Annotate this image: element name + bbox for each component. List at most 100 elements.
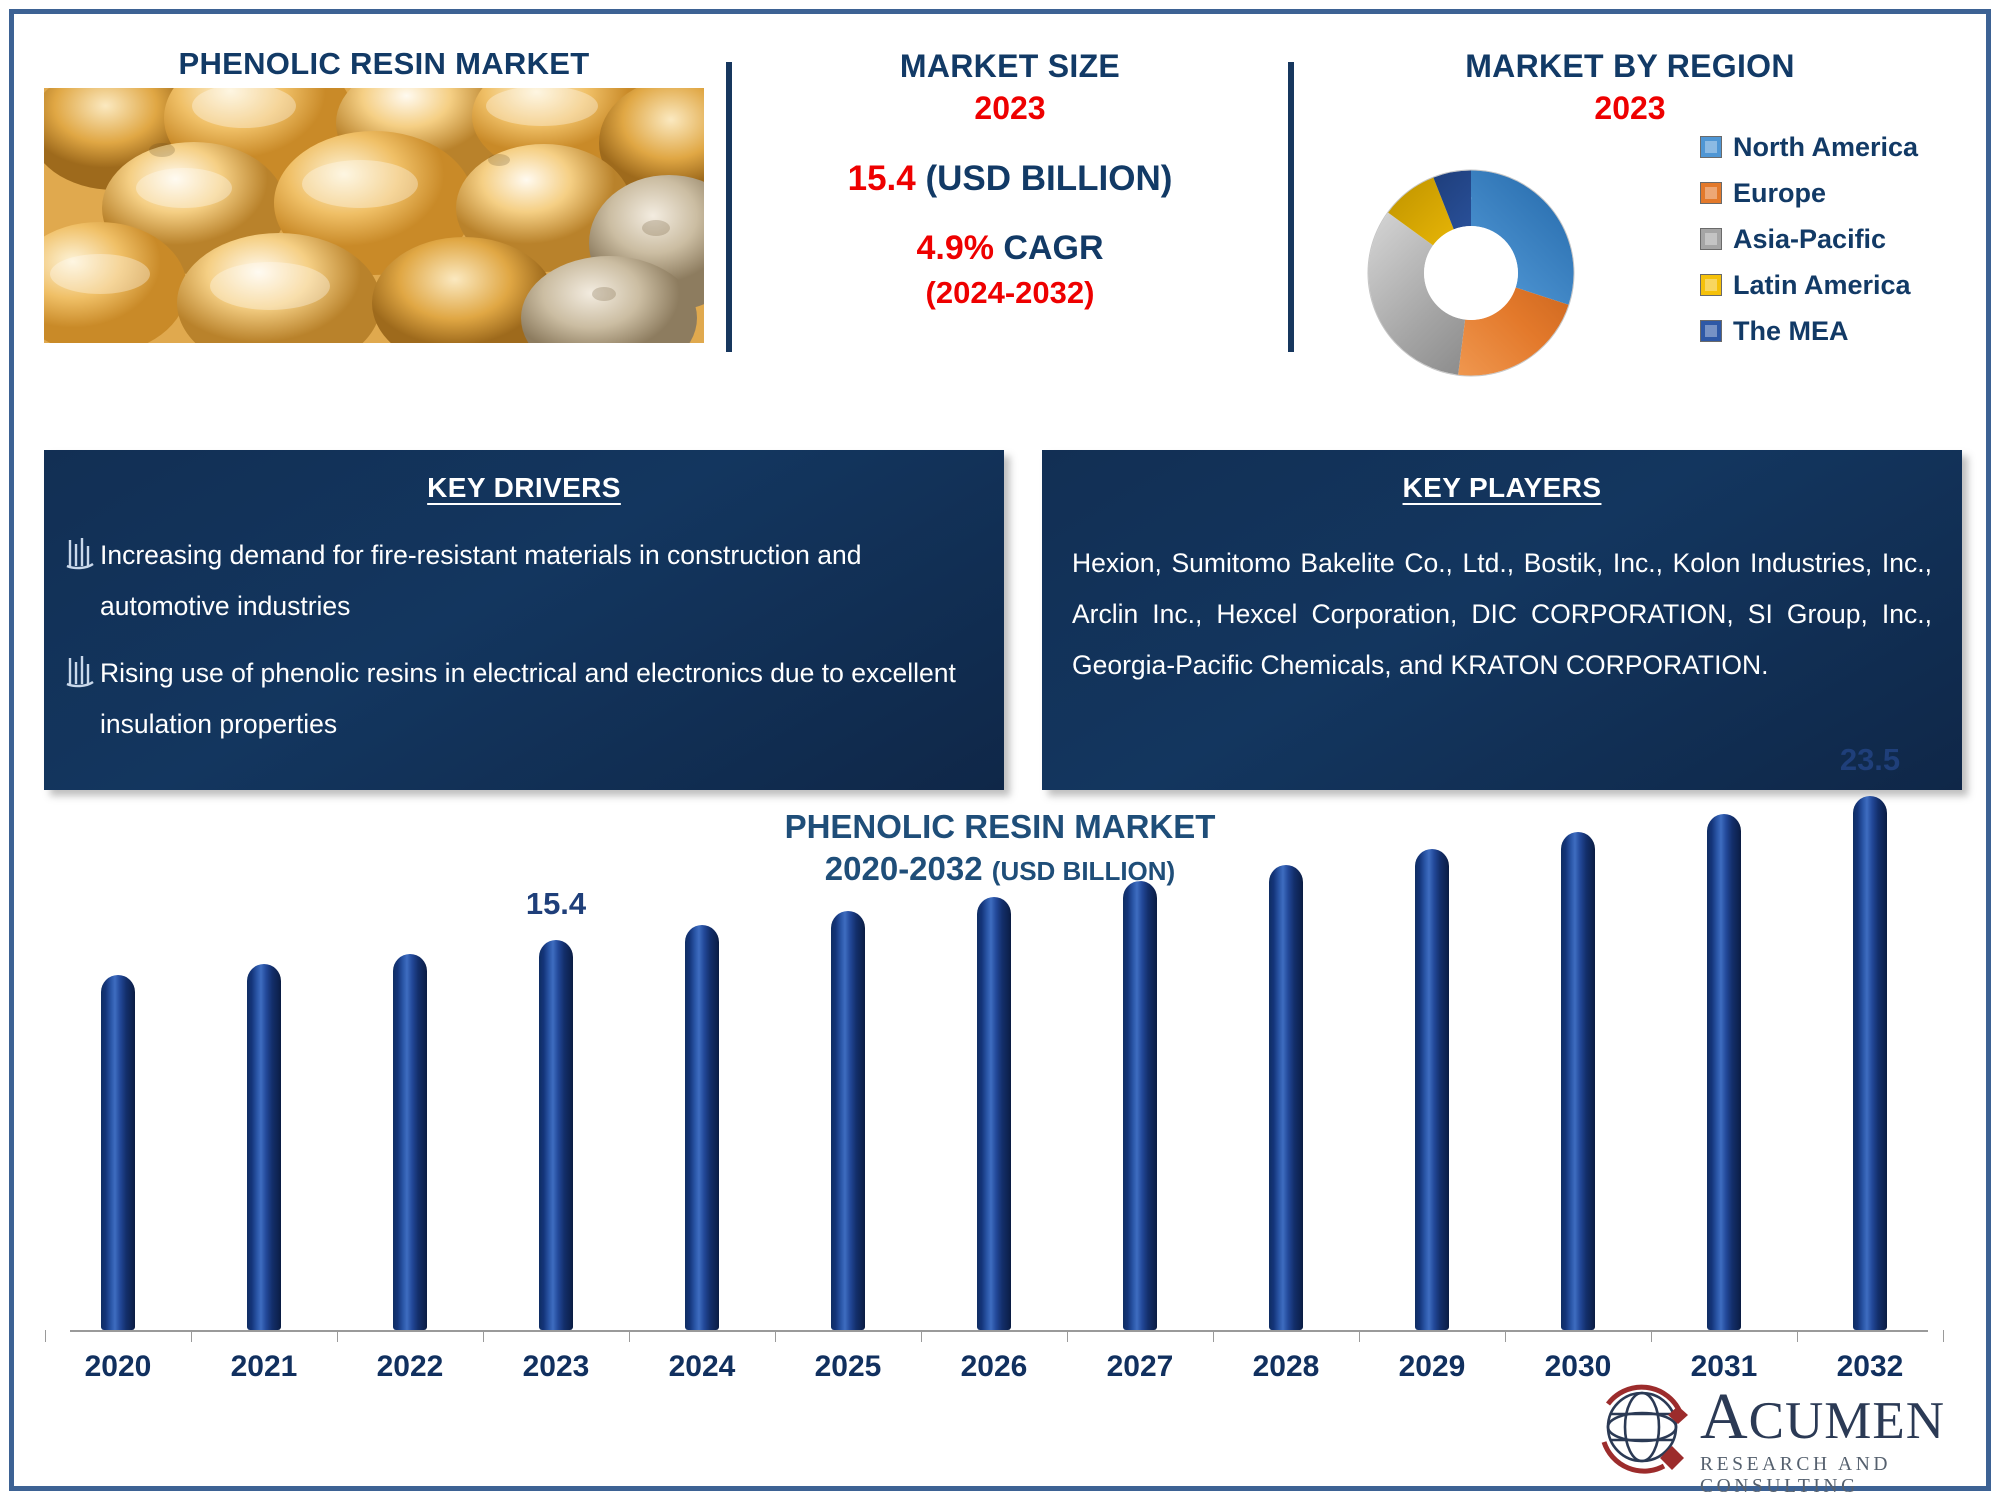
key-players-heading: KEY PLAYERS [1402,472,1602,503]
market-size-heading: MARKET SIZE [899,48,1121,84]
x-tick [629,1330,630,1342]
bar-2032 [1853,796,1887,1330]
x-tick [45,1330,46,1342]
bar-2027 [1123,881,1157,1330]
x-axis-label-2032: 2032 [1836,1350,1904,1383]
x-axis-label-2020: 2020 [84,1350,152,1383]
logo-name-rest: CUMEN [1748,1392,1946,1450]
market-bar-chart [70,690,1930,1330]
bar-2030 [1561,831,1595,1330]
resin-granules-photo [44,88,704,343]
x-tick [1651,1330,1652,1342]
x-tick [1067,1330,1068,1342]
legend-swatch-icon [1700,182,1722,204]
key-driver-text: Rising use of phenolic resins in electri… [100,657,956,739]
key-driver-item: Rising use of phenolic resins in electri… [62,648,980,750]
key-drivers-heading: KEY DRIVERS [427,472,621,503]
legend-swatch-icon [1700,228,1722,250]
x-axis-label-2023: 2023 [522,1350,590,1383]
x-axis-label-2024: 2024 [668,1350,736,1383]
bar-2031 [1707,813,1741,1330]
logo-name: ACUMEN [1700,1384,2000,1450]
legend-item-the-mea: The MEA [1700,308,1918,354]
legend-label: Latin America [1733,269,1911,300]
divider-1 [726,62,732,352]
legend-swatch-icon [1700,274,1722,296]
cagr-label: CAGR [1003,229,1104,267]
legend-item-europe: Europe [1700,170,1918,216]
bar-2024 [685,925,719,1330]
x-tick [1359,1330,1360,1342]
x-tick [191,1330,192,1342]
x-tick [921,1330,922,1342]
globe-icon [1601,1384,1688,1474]
bar-2026 [977,897,1011,1330]
x-tick [775,1330,776,1342]
x-axis-label-2022: 2022 [376,1350,444,1383]
x-axis-label-2021: 2021 [230,1350,298,1383]
market-size-value-row: 15.4 (USD BILLION) [740,159,1280,199]
market-by-region-block: MARKET BY REGION 2023 [1300,48,1990,377]
bar-2025 [831,911,865,1330]
market-region-year: 2023 [1594,90,1666,126]
bar-2028 [1269,865,1303,1330]
x-tick [1797,1330,1798,1342]
key-driver-item: Increasing demand for fire-resistant mat… [62,530,980,632]
legend-swatch-icon [1700,320,1722,342]
market-size-value: 15.4 [847,159,916,198]
chart-x-axis [70,1330,1928,1332]
chart-title-years: 2020-2032 [824,850,983,888]
cagr-value: 4.9% [916,229,994,267]
chart-title-unit: (USD BILLION) [991,856,1176,887]
chart-title-line2: 2020-2032 (USD BILLION) [600,848,1400,890]
x-axis-label-2025: 2025 [814,1350,882,1383]
cagr-row: 4.9% CAGR [740,229,1280,268]
x-axis-label-2026: 2026 [960,1350,1028,1383]
divider-2 [1288,62,1294,352]
bar-value-label-2023: 15.4 [525,885,587,921]
x-tick [1943,1330,1944,1342]
x-tick [1213,1330,1214,1342]
legend-label: North America [1733,131,1919,162]
key-players-text: Hexion, Sumitomo Bakelite Co., Ltd., Bos… [1072,548,1932,680]
region-legend: North America Europe Asia-Pacific Latin … [1700,124,1918,354]
cagr-range: (2024-2032) [925,275,1095,310]
bar-2023 [539,939,573,1330]
logo-tagline: RESEARCH AND CONSULTING [1700,1454,1892,1497]
logo-text: ACUMEN RESEARCH AND CONSULTING [1700,1384,2000,1498]
x-axis-label-2027: 2027 [1106,1350,1174,1383]
product-image [44,88,704,343]
key-driver-text: Increasing demand for fire-resistant mat… [100,540,862,621]
chart-title-line1: PHENOLIC RESIN MARKET [784,808,1216,845]
bar-chart-bullet-icon [66,538,94,570]
bar-value-label-2032: 23.5 [1839,742,1901,778]
key-players-panel: KEY PLAYERS Hexion, Sumitomo Bakelite Co… [1042,450,1962,790]
x-axis-label-2029: 2029 [1398,1350,1466,1383]
x-tick [483,1330,484,1342]
bar-2022 [393,953,427,1330]
legend-label: Asia-Pacific [1733,223,1887,254]
bar-2029 [1415,849,1449,1330]
legend-label: Europe [1733,177,1827,208]
key-drivers-panel: KEY DRIVERS Increasing demand for fire-r… [44,450,1004,790]
market-region-heading: MARKET BY REGION [1465,48,1795,84]
legend-label: The MEA [1733,315,1849,346]
legend-swatch-icon [1700,136,1722,158]
market-size-block: MARKET SIZE 2023 15.4 (USD BILLION) 4.9%… [740,48,1280,311]
market-size-year: 2023 [974,90,1046,126]
x-tick [1505,1330,1506,1342]
region-donut-chart [1367,169,1575,377]
page-title: PHENOLIC RESIN MARKET [178,46,590,81]
legend-item-north-america: North America [1700,124,1918,170]
bar-2020 [101,974,135,1330]
market-size-unit: (USD BILLION) [925,159,1173,198]
bar-2021 [247,964,281,1330]
legend-item-asia-pacific: Asia-Pacific [1700,216,1918,262]
x-axis-label-2028: 2028 [1252,1350,1320,1383]
logo-name-capital: A [1700,1380,1749,1453]
legend-item-latin-america: Latin America [1700,262,1918,308]
acumen-logo [1601,1384,1688,1474]
chart-title: PHENOLIC RESIN MARKET 2020-2032 (USD BIL… [600,806,1400,890]
bar-chart-bullet-icon [66,655,94,687]
